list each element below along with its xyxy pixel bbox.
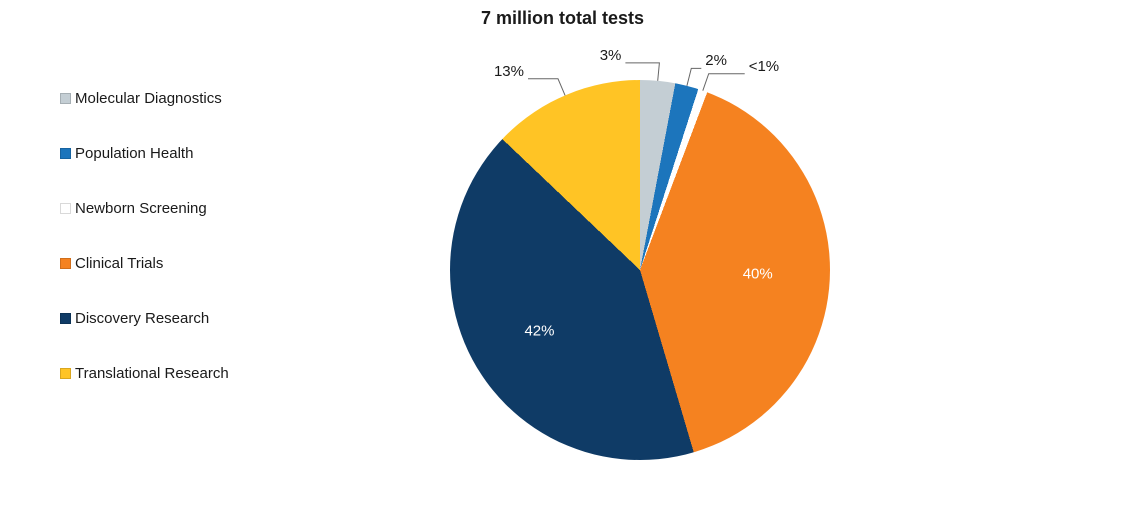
legend-label: Molecular Diagnostics: [75, 90, 222, 107]
legend-label: Population Health: [75, 145, 193, 162]
slice-label-translational-research: 13%: [494, 63, 524, 80]
legend-label: Newborn Screening: [75, 200, 207, 217]
legend: Molecular Diagnostics Population Health …: [60, 90, 229, 382]
legend-label: Clinical Trials: [75, 255, 163, 272]
pie-chart: 40% 42% 3% 2% <1% 13%: [420, 50, 860, 490]
leader-line: [687, 68, 701, 86]
legend-swatch-icon: [60, 148, 71, 159]
slice-label-molecular-diagnostics: 3%: [600, 47, 622, 64]
leader-line: [625, 63, 659, 81]
legend-item: Population Health: [60, 145, 229, 162]
slice-label-population-health: 2%: [705, 52, 727, 69]
legend-item: Newborn Screening: [60, 200, 229, 217]
legend-swatch-icon: [60, 203, 71, 214]
leader-lines: [420, 50, 860, 490]
legend-item: Molecular Diagnostics: [60, 90, 229, 107]
legend-swatch-icon: [60, 258, 71, 269]
legend-swatch-icon: [60, 93, 71, 104]
legend-item: Discovery Research: [60, 310, 229, 327]
leader-line: [703, 74, 745, 91]
chart-container: 7 million total tests Molecular Diagnost…: [0, 0, 1125, 506]
chart-title: 7 million total tests: [0, 8, 1125, 29]
legend-item: Clinical Trials: [60, 255, 229, 272]
legend-label: Translational Research: [75, 365, 229, 382]
legend-item: Translational Research: [60, 365, 229, 382]
slice-label-newborn-screening: <1%: [749, 58, 779, 75]
leader-line: [528, 79, 565, 96]
legend-swatch-icon: [60, 313, 71, 324]
legend-label: Discovery Research: [75, 310, 209, 327]
legend-swatch-icon: [60, 368, 71, 379]
